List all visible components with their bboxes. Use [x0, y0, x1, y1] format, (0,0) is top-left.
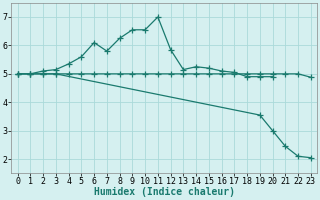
X-axis label: Humidex (Indice chaleur): Humidex (Indice chaleur) [94, 187, 235, 197]
